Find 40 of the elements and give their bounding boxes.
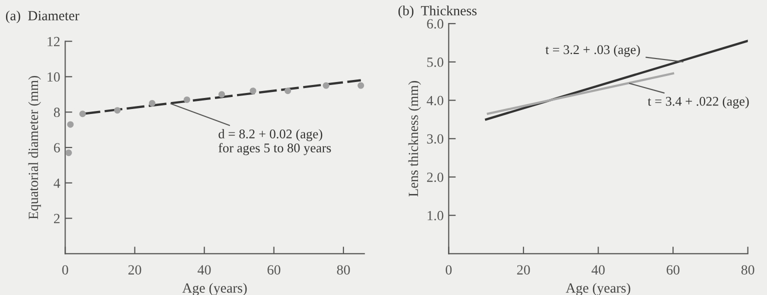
y-tick-label: 1.0 [428, 210, 444, 220]
point [65, 150, 72, 156]
annotation: t = 3.4 + .022 (age) [648, 96, 749, 108]
point [79, 110, 86, 118]
point [358, 82, 364, 89]
chart-title: (b) Thickness [398, 6, 477, 18]
y-tick-label: 12 [48, 36, 60, 46]
x-tick-label: 40 [592, 265, 605, 275]
point [218, 91, 225, 98]
x-tick-label: 80 [337, 265, 350, 275]
point [148, 100, 156, 107]
y-tick-label: 2.0 [427, 172, 444, 182]
y-axis-title: Lens thickness (mm) [408, 81, 421, 196]
point [250, 88, 256, 94]
point [184, 96, 190, 103]
point [114, 107, 121, 114]
y-tick-label: 2 [54, 214, 60, 224]
y-tick-label: 8 [54, 108, 60, 118]
point [284, 88, 292, 94]
x-tick-label: 0 [62, 265, 68, 275]
x-tick-label: 60 [268, 265, 280, 275]
x-tick-label: 60 [666, 265, 680, 275]
y-tick-label: 3.0 [427, 134, 444, 144]
x-tick-label: 0 [446, 265, 452, 275]
point [67, 121, 74, 128]
y-tick-label: 10 [48, 72, 60, 82]
point [322, 82, 330, 89]
x-tick-label: 20 [517, 265, 530, 275]
annotation: t = 3.2 + .03 (age) [546, 44, 640, 57]
x-tick-label: 20 [128, 265, 142, 275]
y-tick-label: 5.0 [427, 58, 444, 67]
chart-title: (a) Diameter [6, 10, 80, 24]
y-axis-title: Equatorial diameter (mm) [28, 76, 41, 220]
y-tick-label: 4.0 [426, 96, 444, 106]
y-tick-label: 6 [54, 143, 60, 152]
annotation: d = 8.2 + 0.02 (age) for ages 5 to 80 years [218, 129, 331, 156]
x-tick-label: 40 [198, 265, 211, 275]
x-tick-label: 80 [741, 265, 754, 275]
y-tick-label: 6.0 [427, 19, 444, 29]
y-tick-label: 4 [54, 178, 60, 188]
